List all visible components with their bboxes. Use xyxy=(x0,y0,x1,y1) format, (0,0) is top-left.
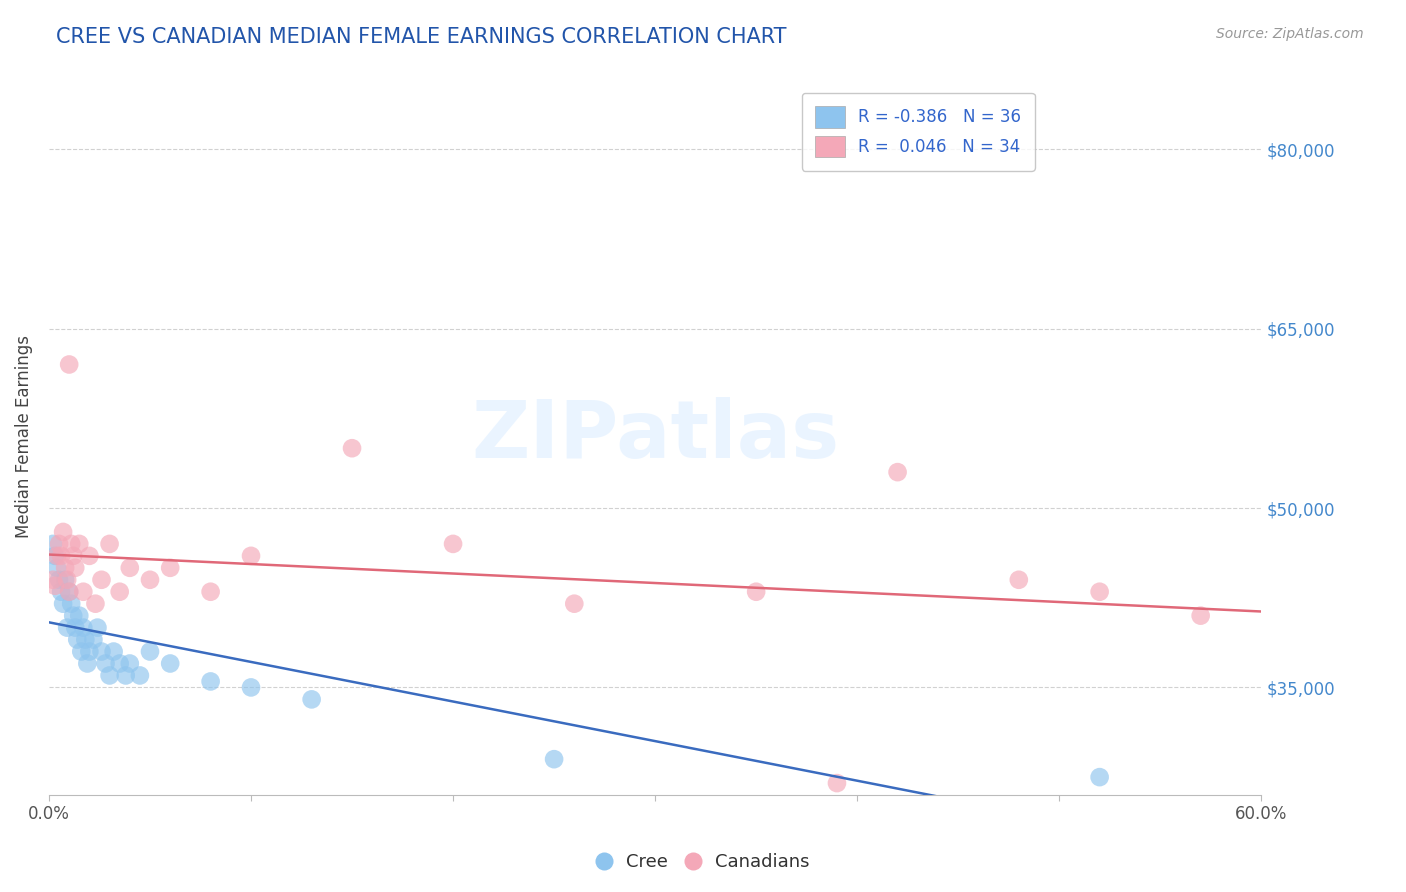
Point xyxy=(82,632,104,647)
Point xyxy=(46,561,69,575)
Text: ZIPatlas: ZIPatlas xyxy=(471,397,839,475)
Point xyxy=(58,584,80,599)
Point xyxy=(240,681,263,695)
Point xyxy=(49,584,72,599)
Point xyxy=(48,573,70,587)
Point xyxy=(62,549,84,563)
Point xyxy=(65,561,87,575)
Point xyxy=(90,644,112,658)
Point xyxy=(44,579,66,593)
Point xyxy=(118,561,141,575)
Point xyxy=(56,573,79,587)
Point xyxy=(200,584,222,599)
Point xyxy=(98,537,121,551)
Point xyxy=(79,644,101,658)
Point xyxy=(42,537,65,551)
Point xyxy=(66,632,89,647)
Point xyxy=(65,621,87,635)
Point xyxy=(72,621,94,635)
Point xyxy=(159,561,181,575)
Point xyxy=(98,668,121,682)
Point xyxy=(139,644,162,658)
Point xyxy=(67,608,90,623)
Point xyxy=(60,597,83,611)
Point xyxy=(46,549,69,563)
Point xyxy=(67,537,90,551)
Point xyxy=(200,674,222,689)
Point xyxy=(48,537,70,551)
Point xyxy=(543,752,565,766)
Point xyxy=(49,549,72,563)
Point xyxy=(1189,608,1212,623)
Point xyxy=(90,573,112,587)
Point xyxy=(44,549,66,563)
Point xyxy=(76,657,98,671)
Text: CREE VS CANADIAN MEDIAN FEMALE EARNINGS CORRELATION CHART: CREE VS CANADIAN MEDIAN FEMALE EARNINGS … xyxy=(56,27,787,46)
Point xyxy=(53,561,76,575)
Point xyxy=(114,668,136,682)
Point xyxy=(58,358,80,372)
Y-axis label: Median Female Earnings: Median Female Earnings xyxy=(15,334,32,538)
Point xyxy=(745,584,768,599)
Point xyxy=(1088,770,1111,784)
Point xyxy=(70,644,93,658)
Point xyxy=(72,584,94,599)
Point xyxy=(128,668,150,682)
Point xyxy=(108,657,131,671)
Point xyxy=(441,537,464,551)
Point xyxy=(825,776,848,790)
Point xyxy=(301,692,323,706)
Point xyxy=(62,608,84,623)
Point xyxy=(139,573,162,587)
Point xyxy=(52,524,75,539)
Point xyxy=(886,465,908,479)
Point xyxy=(108,584,131,599)
Legend: R = -0.386   N = 36, R =  0.046   N = 34: R = -0.386 N = 36, R = 0.046 N = 34 xyxy=(801,93,1035,170)
Point xyxy=(60,537,83,551)
Point xyxy=(562,597,585,611)
Legend: Cree, Canadians: Cree, Canadians xyxy=(589,847,817,879)
Point xyxy=(94,657,117,671)
Point xyxy=(1008,573,1031,587)
Point xyxy=(58,584,80,599)
Point xyxy=(118,657,141,671)
Point xyxy=(42,573,65,587)
Point xyxy=(52,597,75,611)
Point xyxy=(103,644,125,658)
Point xyxy=(159,657,181,671)
Point xyxy=(84,597,107,611)
Point xyxy=(79,549,101,563)
Point xyxy=(75,632,97,647)
Point xyxy=(56,621,79,635)
Point xyxy=(240,549,263,563)
Point xyxy=(1088,584,1111,599)
Text: Source: ZipAtlas.com: Source: ZipAtlas.com xyxy=(1216,27,1364,41)
Point xyxy=(53,573,76,587)
Point xyxy=(340,441,363,455)
Point xyxy=(86,621,108,635)
